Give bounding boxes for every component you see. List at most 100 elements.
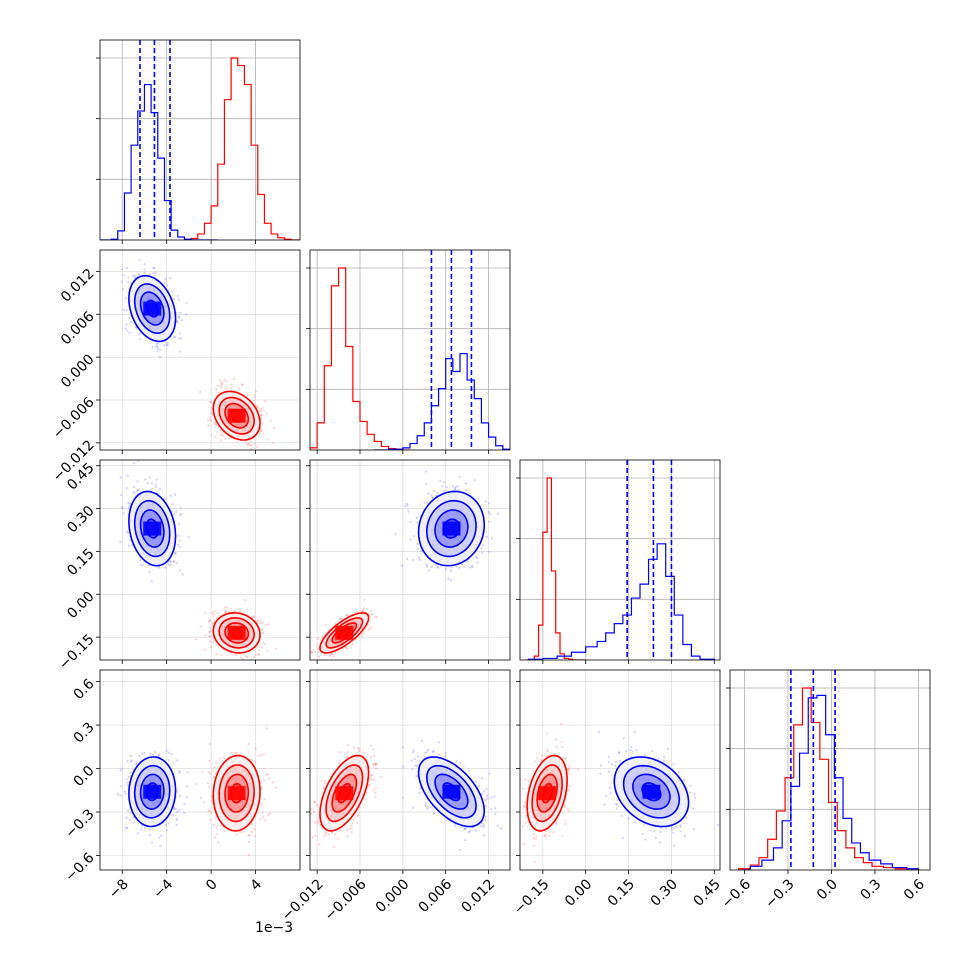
sample-point bbox=[471, 565, 474, 568]
sample-point bbox=[465, 482, 468, 485]
sample-point bbox=[151, 753, 154, 756]
sample-point bbox=[208, 401, 211, 404]
sample-point bbox=[238, 388, 241, 391]
sample-point bbox=[215, 652, 218, 656]
panel-content bbox=[116, 727, 278, 856]
sample-point bbox=[135, 761, 138, 764]
sample-point bbox=[178, 546, 181, 549]
sample-point bbox=[345, 614, 348, 617]
sample-point bbox=[208, 635, 211, 638]
sample-point bbox=[255, 390, 258, 393]
sample-point bbox=[484, 500, 487, 503]
sample-point bbox=[125, 487, 128, 490]
sample-point bbox=[434, 563, 437, 566]
sample-point bbox=[130, 760, 133, 763]
panel-frame bbox=[99, 249, 301, 451]
sample-point bbox=[127, 809, 130, 812]
sample-point bbox=[436, 491, 439, 494]
sample-point bbox=[260, 646, 263, 649]
histogram-step bbox=[527, 543, 715, 660]
sample-point bbox=[476, 561, 479, 564]
sample-point bbox=[424, 470, 428, 473]
sample-point bbox=[165, 284, 168, 287]
sample-point bbox=[125, 323, 128, 326]
sample-point bbox=[317, 637, 320, 640]
sample-point bbox=[327, 628, 330, 631]
sample-point bbox=[173, 298, 176, 301]
sample-point bbox=[128, 818, 131, 821]
sample-point bbox=[120, 494, 123, 497]
sample-point bbox=[178, 539, 181, 543]
contour-line bbox=[224, 622, 250, 644]
sample-point bbox=[180, 512, 183, 516]
sample-point bbox=[247, 442, 250, 445]
sample-point bbox=[417, 556, 420, 559]
sample-point bbox=[179, 311, 182, 314]
sample-point bbox=[228, 662, 230, 664]
sample-point bbox=[156, 345, 159, 348]
sample-point bbox=[216, 832, 219, 836]
sample-point bbox=[245, 655, 248, 658]
sample-point bbox=[371, 613, 374, 616]
sample-point bbox=[220, 653, 223, 657]
sample-point bbox=[317, 651, 320, 654]
sample-point bbox=[423, 501, 426, 504]
sample-point bbox=[259, 621, 262, 624]
sample-point bbox=[224, 611, 227, 614]
sample-point bbox=[253, 442, 256, 445]
sample-point bbox=[209, 400, 212, 404]
sample-point bbox=[126, 781, 129, 784]
sample-point bbox=[269, 419, 272, 422]
panel-frame bbox=[99, 39, 301, 241]
sample-point bbox=[154, 486, 157, 489]
sample-point bbox=[148, 476, 151, 479]
panel-frame bbox=[519, 459, 721, 661]
sample-point bbox=[211, 413, 214, 416]
sample-point bbox=[260, 619, 263, 622]
sample-point bbox=[247, 833, 250, 836]
sample-point bbox=[455, 565, 458, 568]
sample-point bbox=[200, 796, 203, 800]
sample-point bbox=[260, 803, 263, 806]
sample-point bbox=[223, 607, 226, 610]
sample-point bbox=[129, 754, 132, 758]
sample-point bbox=[164, 566, 167, 569]
contour-line bbox=[434, 509, 469, 548]
sample-point bbox=[132, 490, 135, 494]
sample-point bbox=[432, 489, 436, 492]
sample-point bbox=[262, 641, 265, 644]
contour-line bbox=[128, 756, 177, 828]
sample-point bbox=[262, 421, 265, 424]
sample-point bbox=[176, 294, 179, 297]
hist-panel-3 bbox=[726, 669, 931, 871]
sample-point bbox=[159, 845, 162, 848]
sample-point bbox=[496, 512, 499, 515]
sample-point bbox=[219, 386, 222, 389]
sample-point bbox=[154, 750, 157, 754]
sample-point bbox=[425, 565, 429, 568]
sample-point bbox=[127, 505, 130, 508]
sample-point bbox=[186, 771, 189, 774]
sample-point bbox=[177, 522, 181, 525]
sample-point bbox=[394, 533, 397, 536]
sample-point bbox=[169, 494, 172, 497]
sample-point bbox=[208, 619, 211, 622]
sample-point bbox=[128, 331, 131, 334]
sample-point bbox=[212, 640, 215, 643]
sample-point bbox=[214, 422, 217, 425]
panel-frame bbox=[309, 459, 511, 661]
hist-panel-1 bbox=[306, 249, 511, 451]
sample-point bbox=[168, 560, 171, 563]
sample-point bbox=[416, 547, 419, 550]
sample-point bbox=[266, 650, 269, 653]
sample-point bbox=[217, 391, 220, 394]
histogram-step bbox=[738, 687, 919, 870]
sample-point bbox=[127, 544, 130, 547]
sample-point bbox=[120, 268, 123, 271]
sample-point bbox=[143, 751, 146, 754]
sample-point bbox=[148, 570, 151, 574]
sample-point bbox=[450, 566, 453, 569]
sample-point bbox=[258, 410, 261, 413]
sample-point bbox=[207, 771, 211, 774]
contour-line bbox=[133, 764, 171, 819]
